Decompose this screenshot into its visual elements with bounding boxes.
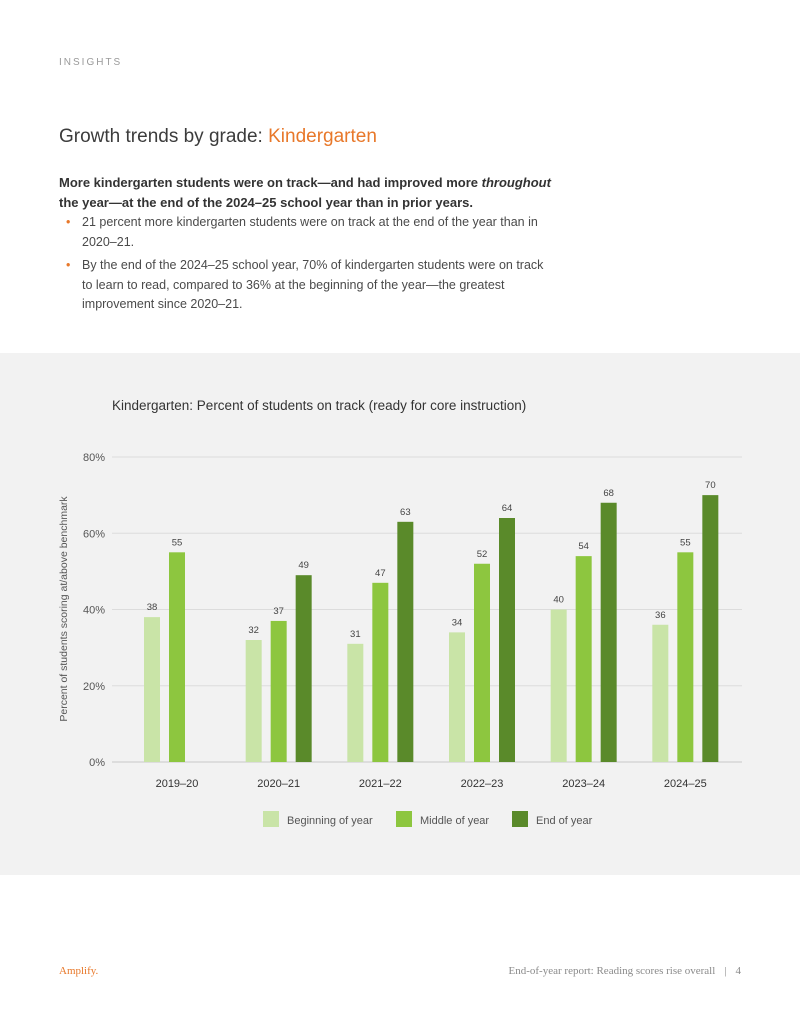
legend: Beginning of year Middle of year End of ye… xyxy=(263,811,593,827)
bar xyxy=(270,620,287,762)
data-label: 31 xyxy=(350,629,361,640)
bar xyxy=(702,495,719,762)
lead-part-2: the year—at the end of the 2024–25 schoo… xyxy=(59,195,473,210)
data-label: 38 xyxy=(147,602,158,613)
data-label: 55 xyxy=(172,537,183,548)
footer-separator: | xyxy=(724,965,727,977)
data-labels: 38 55 32 37 49 31 47 63 34 52 64 40 54 68 36 55 70 xyxy=(147,480,716,640)
bullet-dot-icon: • xyxy=(66,258,71,272)
data-label: 37 xyxy=(273,606,284,617)
bar xyxy=(600,502,617,762)
bar xyxy=(652,624,669,762)
legend-label: Middle of year xyxy=(420,815,489,827)
gridlines xyxy=(112,456,742,763)
title-accent: Kindergarten xyxy=(268,126,377,147)
brand-logo: Amplify. xyxy=(59,965,99,977)
bar xyxy=(245,640,262,762)
x-tick-label: 2021–22 xyxy=(359,778,402,790)
bullet-list: • 21 percent more kindergarten students w… xyxy=(66,213,546,319)
data-label: 63 xyxy=(400,507,411,518)
bars xyxy=(144,495,719,762)
bar xyxy=(397,521,414,762)
y-tick-label: 0% xyxy=(89,757,105,769)
bar xyxy=(144,617,160,762)
bullet-item: • 21 percent more kindergarten students w… xyxy=(66,213,546,252)
footer-report: End-of-year report: Reading scores rise … xyxy=(509,965,741,977)
footer-report-title: End-of-year report: Reading scores rise … xyxy=(508,965,716,977)
x-tick-label: 2020–21 xyxy=(257,778,300,790)
x-tick-label: 2019–20 xyxy=(156,778,199,790)
y-tick-label: 40% xyxy=(83,605,105,617)
data-label: 70 xyxy=(705,480,716,491)
y-axis-label: Percent of students scoring at/above ben… xyxy=(58,496,70,722)
x-tick-label: 2022–23 xyxy=(461,778,504,790)
lead-part-1: More kindergarten students were on track… xyxy=(59,175,482,190)
bullet-text: By the end of the 2024–25 school year, 7… xyxy=(82,258,544,311)
data-label: 32 xyxy=(248,625,259,636)
section-eyebrow: INSIGHTS xyxy=(59,57,123,68)
legend-swatch xyxy=(396,811,412,827)
bar xyxy=(169,552,185,762)
bullet-text: 21 percent more kindergarten students we… xyxy=(82,215,538,249)
data-label: 47 xyxy=(375,568,386,579)
axis-labels: 0% 20% 40% 60% 80% 2019–20 2020–21 2021–22 2022–… xyxy=(83,452,707,790)
y-tick-label: 80% xyxy=(83,452,105,464)
bar xyxy=(550,609,567,762)
bar xyxy=(347,643,364,762)
bar xyxy=(499,518,515,762)
data-label: 49 xyxy=(298,560,309,571)
bar xyxy=(449,632,465,762)
x-tick-label: 2023–24 xyxy=(562,778,605,790)
bar xyxy=(575,556,592,762)
page-title: Growth trends by grade: Kindergarten xyxy=(59,126,377,148)
chart-title: Kindergarten: Percent of students on tra… xyxy=(112,398,527,413)
x-tick-label: 2024–25 xyxy=(664,778,707,790)
legend-label: Beginning of year xyxy=(287,815,373,827)
data-label: 55 xyxy=(680,537,691,548)
data-label: 40 xyxy=(553,595,564,606)
bar xyxy=(474,563,490,762)
y-tick-label: 20% xyxy=(83,681,105,693)
data-label: 64 xyxy=(502,503,513,514)
bar xyxy=(372,582,389,762)
bullet-dot-icon: • xyxy=(66,215,71,229)
bar xyxy=(295,575,312,762)
data-label: 34 xyxy=(452,617,463,628)
data-label: 54 xyxy=(578,541,589,552)
lead-emphasis: throughout xyxy=(481,175,551,190)
page-number: 4 xyxy=(735,965,742,977)
data-label: 68 xyxy=(603,488,614,499)
lead-paragraph: More kindergarten students were on track… xyxy=(59,173,559,213)
data-label: 52 xyxy=(477,549,488,560)
legend-label: End of year xyxy=(536,815,593,827)
title-prefix: Growth trends by grade: xyxy=(59,126,269,147)
bar xyxy=(677,552,694,762)
legend-swatch xyxy=(263,811,279,827)
bar-chart: 38 55 32 37 49 31 47 63 34 52 64 40 54 68 36 55 70 0% 20%… xyxy=(58,452,742,827)
legend-swatch xyxy=(512,811,528,827)
bullet-item: • By the end of the 2024–25 school year, … xyxy=(66,256,546,315)
y-tick-label: 60% xyxy=(83,528,105,540)
data-label: 36 xyxy=(655,610,666,621)
